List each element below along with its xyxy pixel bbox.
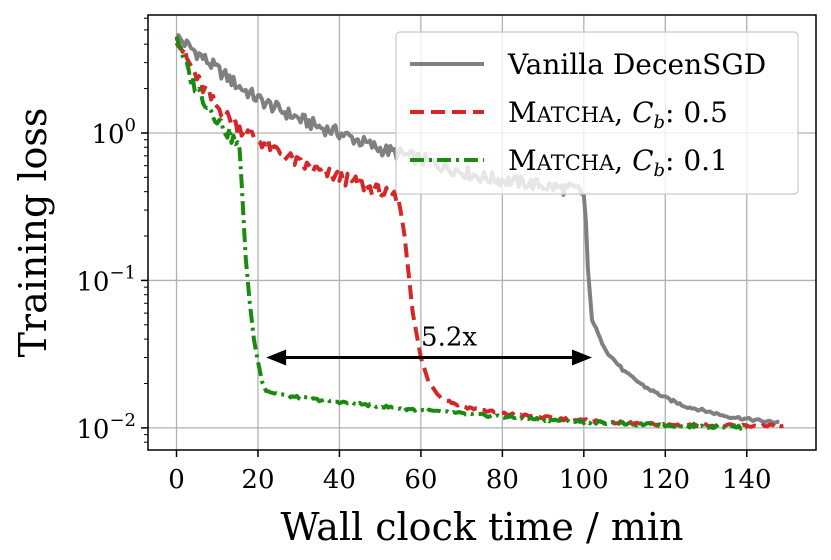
x-tick-label: 80 — [486, 465, 519, 495]
x-tick-label: 140 — [722, 465, 772, 495]
x-tick-label: 0 — [168, 465, 185, 495]
legend: Vanilla DecenSGD MATCHA, Cb: 0.5 MATCHA, C… — [395, 31, 799, 195]
x-tick-label: 40 — [323, 465, 356, 495]
speedup-label: 5.2x — [421, 323, 477, 353]
y-tick-label: 10−2 — [76, 410, 136, 445]
legend-entry: Vanilla DecenSGD — [410, 48, 766, 81]
speedup-arrow-head-right — [571, 349, 592, 366]
y-axis-title: Training loss — [11, 108, 55, 358]
speedup-arrow-head-left — [266, 349, 287, 366]
series-line-2 — [174, 41, 784, 430]
y-tick-label: 100 — [91, 115, 136, 150]
axes-frame — [147, 14, 817, 451]
ticks: 0 20 40 60 80 100 120 140 100 10−1 10−2 — [76, 17, 772, 495]
legend-entry: MATCHA, Cb: 0.1 — [410, 144, 728, 181]
legend-label: MATCHA, Cb: 0.1 — [508, 144, 728, 181]
x-axis-title: Wall clock time / min — [280, 505, 683, 549]
series-line-3 — [174, 36, 748, 431]
legend-label: Vanilla DecenSGD — [507, 48, 766, 81]
x-tick-label: 20 — [241, 465, 274, 495]
x-tick-label: 120 — [640, 465, 690, 495]
legend-box — [395, 31, 799, 195]
x-tick-label: 100 — [559, 465, 609, 495]
y-tick-label: 10−1 — [76, 262, 136, 297]
legend-label: MATCHA, Cb: 0.5 — [508, 96, 728, 133]
annotation: 5.2x — [266, 323, 592, 366]
legend-entry: MATCHA, Cb: 0.5 — [410, 96, 728, 133]
x-tick-label: 60 — [404, 465, 437, 495]
